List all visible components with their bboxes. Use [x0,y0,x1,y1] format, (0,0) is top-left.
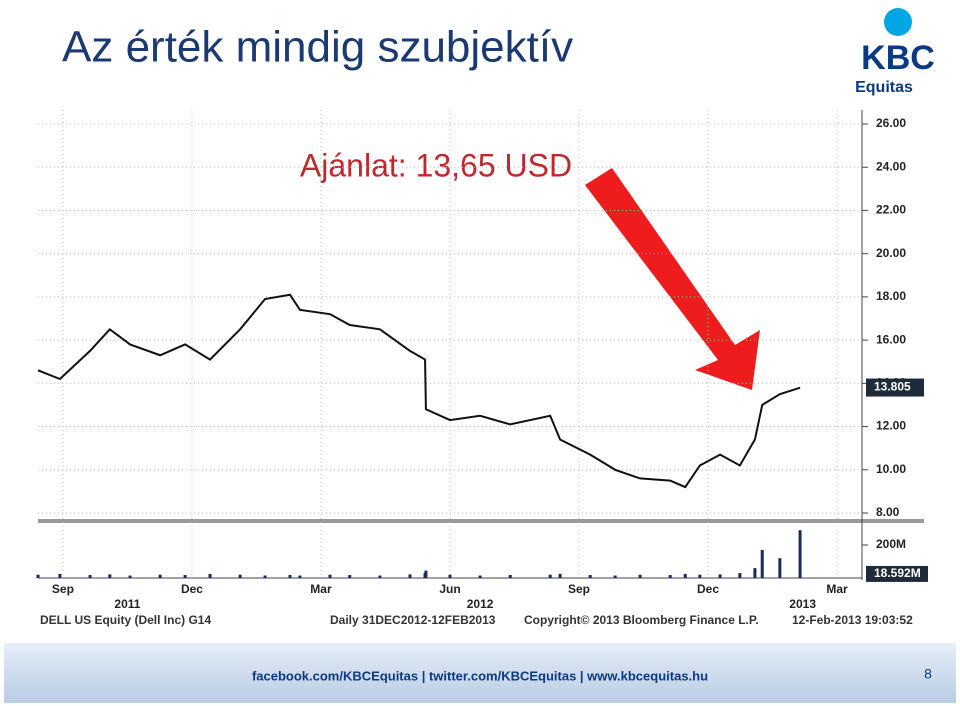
offer-annotation: Ajánlat: 13,65 USD [300,147,572,183]
volume-bar [58,573,62,578]
last-price-box [866,378,924,397]
volume-bar [128,575,132,578]
volume-bar [108,574,112,578]
y-tick-label: 16.00 [876,332,906,346]
volume-bar [378,575,382,578]
volume-bar [738,573,742,578]
bloomberg-copyright: Copyright© 2013 Bloomberg Finance L.P. [524,613,759,627]
volume-bar [760,549,764,578]
volume-bar [208,573,212,578]
x-tick-label: Mar [310,582,332,596]
volume-bar [298,575,302,578]
volume-bar [478,575,482,578]
y-tick-label: 8.00 [876,505,900,519]
slide-footer: facebook.com/KBCEquitas | twitter.com/KB… [252,668,708,683]
y-tick-label: 26.00 [876,116,906,130]
volume-bar [238,574,242,578]
volume-bar [508,575,512,578]
volume-bar [328,574,332,578]
volume-bar [588,575,592,578]
x-tick-label: Jun [439,582,460,596]
volume-bar [36,574,40,578]
volume-bar [698,574,702,578]
last-volume-box [866,565,928,582]
volume-bar [718,574,722,578]
y-tick-label: 20.00 [876,246,906,260]
last-price-label: 13.805 [874,380,911,394]
y-tick-label: 24.00 [876,159,906,173]
volume-bar [158,574,162,578]
logo-name: KBC [861,39,935,77]
volume-bar [263,575,267,578]
volume-bar [613,575,617,578]
bloomberg-time: 12-Feb-2013 19:03:52 [792,613,913,627]
y-tick-label: 10.00 [876,462,906,476]
bloomberg-range: Daily 31DEC2012-12FEB2013 [330,613,496,627]
y2-tick-label: 200M [876,537,906,551]
year-label: 2011 [114,597,140,611]
volume-bar [638,574,642,578]
x-tick-label: Mar [826,582,848,596]
volume-bar [668,575,672,578]
x-tick-label: Sep [568,582,590,596]
volume-bar [558,573,562,578]
y-tick-label: 12.00 [876,419,906,433]
price-line [37,293,801,489]
x-tick-label: Dec [697,582,719,596]
volume-bar [288,575,292,578]
volume-bar [548,574,552,578]
slide-title: Az érték mindig szubjektív [62,23,573,72]
year-label: 2012 [467,597,494,611]
logo-subtitle: Equitas [855,79,913,96]
bloomberg-ticker: DELL US Equity (Dell Inc) G14 [40,613,211,627]
volume-bar [348,575,352,578]
volume-bar [683,573,687,578]
year-label: 2013 [789,597,816,611]
volume-bar [88,575,92,578]
volume-bar [778,558,782,578]
x-tick-label: Dec [181,582,203,596]
y-tick-label: 18.00 [876,289,906,303]
volume-bar [408,574,412,578]
footer-band [4,643,956,703]
volume-bar [798,530,802,578]
volume-bar [424,570,428,578]
logo-circle [884,8,912,36]
volume-bar [753,568,757,578]
arrow [585,168,760,390]
y-tick-label: 22.00 [876,203,906,217]
last-volume-label: 18.592M [874,566,921,580]
volume-bar [183,575,187,578]
volume-bar [448,574,452,578]
page-number: 8 [924,666,932,682]
x-tick-label: Sep [52,582,74,596]
